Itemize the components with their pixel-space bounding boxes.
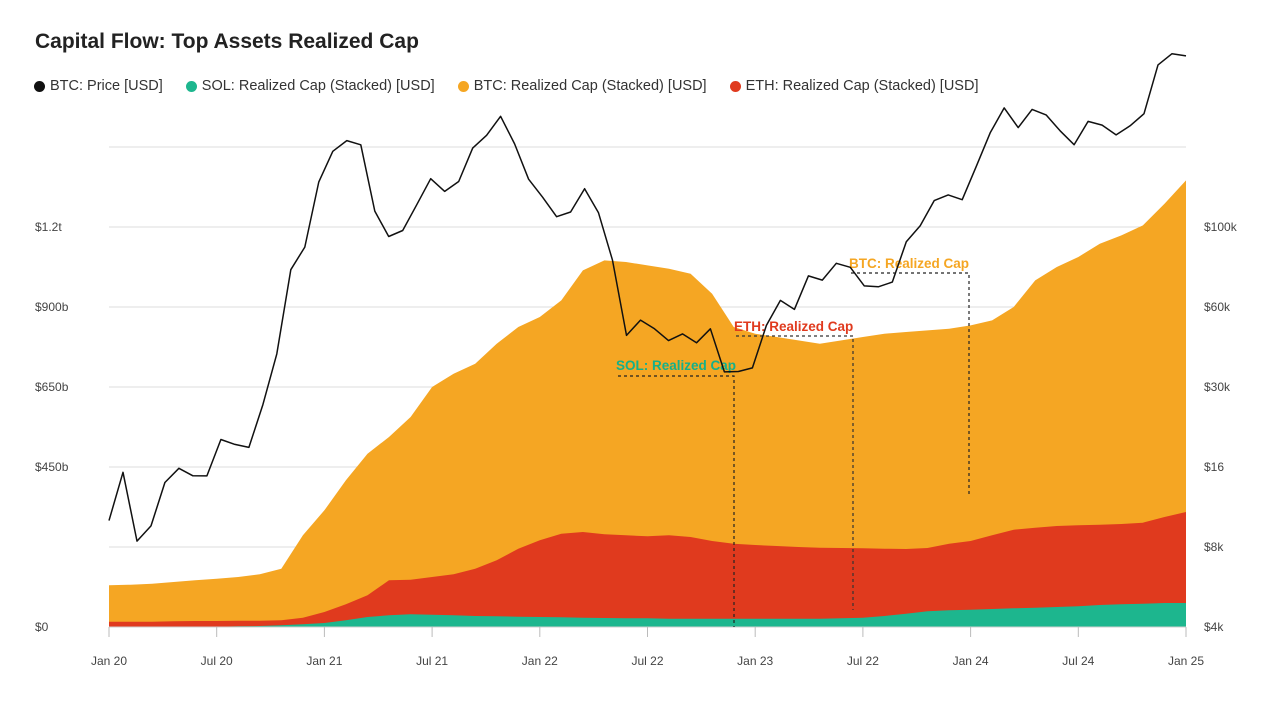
y-right-tick-label: $30k [1204,380,1231,394]
y-left-tick-label: $450b [35,460,69,474]
y-right-tick-label: $100k [1204,220,1238,234]
annotation-label: ETH: Realized Cap [734,319,853,334]
x-tick-label: Jul 22 [631,654,663,668]
area-eth [109,512,1186,627]
x-tick-label: Jul 21 [416,654,448,668]
x-tick-label: Jan 23 [737,654,773,668]
x-tick-label: Jan 22 [522,654,558,668]
area-btc [109,180,1186,627]
x-tick-label: Jan 21 [306,654,342,668]
x-tick-label: Jul 20 [201,654,233,668]
btc-price-line [108,52,1187,542]
y-left-tick-label: $1.2t [35,220,62,234]
legend-label: BTC: Realized Cap (Stacked) [USD] [473,78,707,94]
legend-dot-icon [729,80,741,92]
legend-label: BTC: Price [USD] [50,78,163,94]
legend-dot-icon [185,80,197,92]
y-left-tick-label: $900b [35,300,69,314]
chart-title: Capital Flow: Top Assets Realized Cap [35,30,419,53]
area-sol [109,603,1186,627]
y-right-tick-label: $16 [1204,460,1224,474]
y-right-tick-label: $8k [1204,540,1224,554]
annotation-label: BTC: Realized Cap [849,256,969,271]
annotation-leader-line [736,335,854,610]
legend-dot-icon [34,80,45,92]
y-right-tick-label: $60k [1204,300,1231,314]
y-left-tick-label: $650b [35,380,69,394]
legend-dot-icon [457,80,469,92]
legend-label: ETH: Realized Cap (Stacked) [USD] [745,78,979,94]
x-tick-label: Jan 24 [953,654,989,668]
legend-item-btc-realized-cap[interactable]: BTC: Realized Cap (Stacked) [USD] [457,78,707,94]
x-tick-label: Jul 22 [847,654,879,668]
y-left-tick-label: $0 [35,620,49,634]
x-tick-label: Jan 20 [91,654,127,668]
legend-item-btc-price[interactable]: BTC: Price [USD] [34,78,163,94]
annotation-label: SOL: Realized Cap [616,358,736,373]
annotation-leader-line [618,375,735,627]
legend: BTC: Price [USD] SOL: Realized Cap (Stac… [34,78,978,94]
x-tick-label: Jan 25 [1168,654,1204,668]
legend-label: SOL: Realized Cap (Stacked) [USD] [201,78,435,94]
legend-item-eth-realized-cap[interactable]: ETH: Realized Cap (Stacked) [USD] [729,78,979,94]
y-right-tick-label: $4k [1204,620,1224,634]
legend-item-sol-realized-cap[interactable]: SOL: Realized Cap (Stacked) [USD] [185,78,435,94]
x-tick-label: Jul 24 [1062,654,1094,668]
